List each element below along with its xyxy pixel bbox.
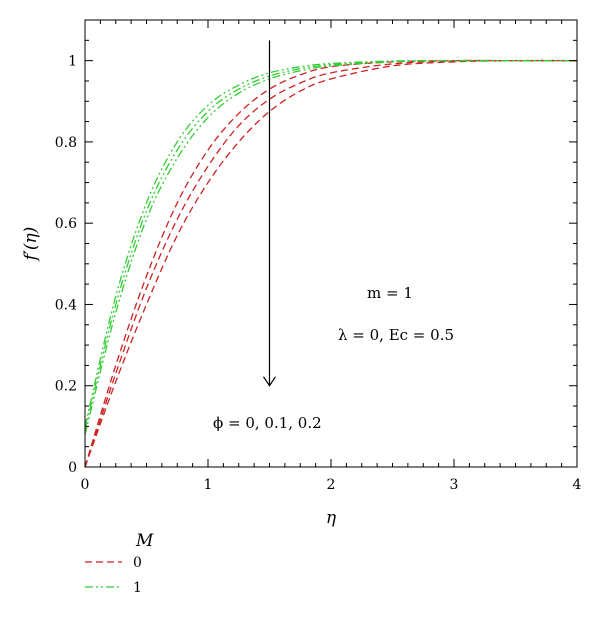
series-line-M1-5 — [84, 59, 577, 435]
plot-lines — [84, 59, 578, 468]
annotation-parameters: λ = 0, Ec = 0.5 — [338, 326, 454, 344]
arrow-head — [263, 376, 276, 387]
y-tick-label: 1 — [68, 54, 77, 70]
legend-title: M — [135, 531, 154, 551]
series-line-M0-0 — [84, 59, 577, 468]
annotation-m: m = 1 — [367, 284, 413, 302]
y-tick-label: 0.8 — [55, 135, 77, 151]
x-tick-label: 3 — [450, 477, 459, 493]
y-axis-ticks: 0 0.2 0.4 0.6 0.8 1 — [55, 19, 577, 476]
x-tick-label: 4 — [573, 477, 582, 493]
x-tick-label: 1 — [204, 477, 213, 493]
x-tick-label: 2 — [327, 477, 336, 493]
y-tick-label: 0 — [68, 460, 77, 476]
series-line-M1-4 — [84, 59, 577, 431]
legend-label-0: 0 — [133, 555, 142, 571]
y-tick-label: 0.2 — [55, 379, 77, 395]
x-tick-label: 0 — [81, 477, 90, 493]
annotation-phi: ϕ = 0, 0.1, 0.2 — [213, 414, 322, 432]
trend-arrow — [263, 40, 276, 387]
series-line-M0-2 — [84, 59, 578, 468]
y-tick-label: 0.6 — [55, 216, 77, 232]
legend-label-1: 1 — [133, 580, 142, 596]
series-line-M0-1 — [84, 59, 578, 468]
x-axis-label: η — [326, 508, 337, 528]
legend: M 0 1 — [85, 531, 154, 596]
y-axis-label: f′(η) — [21, 227, 41, 263]
x-axis-ticks: 0 1 2 3 4 — [81, 20, 582, 493]
y-tick-label: 0.4 — [55, 297, 77, 313]
